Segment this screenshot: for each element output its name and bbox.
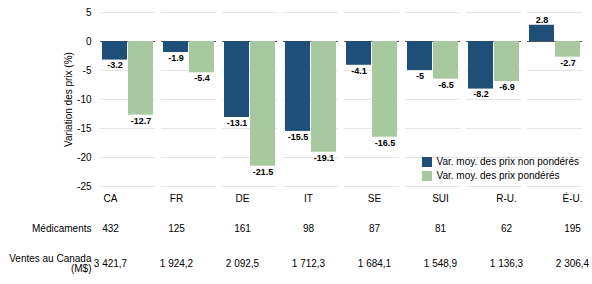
svg-text:1 136,3: 1 136,3 bbox=[490, 258, 524, 269]
svg-text:-12.7: -12.7 bbox=[131, 116, 152, 126]
svg-text:-19.1: -19.1 bbox=[314, 153, 335, 163]
svg-text:-10: -10 bbox=[77, 94, 92, 105]
html-text:Var. moy. des prix pondérés: Var. moy. des prix pondérés bbox=[436, 170, 560, 181]
svg-text:SE: SE bbox=[368, 193, 382, 204]
svg-text:81: 81 bbox=[435, 223, 447, 234]
svg-text:-6.9: -6.9 bbox=[499, 82, 515, 92]
svg-text:-16.5: -16.5 bbox=[375, 138, 396, 148]
svg-text:IT: IT bbox=[304, 193, 313, 204]
svg-text:-15.5: -15.5 bbox=[288, 132, 309, 142]
svg-text:-4.1: -4.1 bbox=[351, 66, 367, 76]
svg-text:1 924,2: 1 924,2 bbox=[160, 258, 194, 269]
svg-text:-15: -15 bbox=[77, 123, 92, 134]
svg-text:FR: FR bbox=[170, 193, 183, 204]
svg-text:Médicaments: Médicaments bbox=[32, 223, 91, 234]
svg-text:195: 195 bbox=[564, 223, 581, 234]
svg-text:87: 87 bbox=[369, 223, 381, 234]
svg-text:98: 98 bbox=[303, 223, 315, 234]
svg-text:2.8: 2.8 bbox=[536, 15, 549, 25]
html-text:Var. moy. des prix non pondéré: Var. moy. des prix non pondérés bbox=[436, 156, 579, 167]
svg-text:-2.7: -2.7 bbox=[560, 58, 576, 68]
svg-text:DE: DE bbox=[236, 193, 250, 204]
svg-text:-5: -5 bbox=[83, 65, 92, 76]
svg-text:-21.5: -21.5 bbox=[253, 167, 274, 177]
svg-text:-20: -20 bbox=[77, 152, 92, 163]
svg-text:-13.1: -13.1 bbox=[227, 118, 248, 128]
svg-text:432: 432 bbox=[102, 223, 119, 234]
svg-text:2 092,5: 2 092,5 bbox=[226, 258, 260, 269]
svg-text:-25: -25 bbox=[77, 181, 92, 190]
svg-text:161: 161 bbox=[234, 223, 251, 234]
svg-text:125: 125 bbox=[168, 223, 185, 234]
svg-text:1 712,3: 1 712,3 bbox=[292, 258, 326, 269]
svg-text:0: 0 bbox=[86, 36, 92, 47]
svg-text:5: 5 bbox=[86, 7, 92, 18]
svg-text:-3.2: -3.2 bbox=[107, 60, 123, 70]
svg-text:É-U.: É-U. bbox=[563, 192, 583, 204]
svg-text:-5.4: -5.4 bbox=[194, 73, 210, 83]
svg-text:1 684,1: 1 684,1 bbox=[358, 258, 392, 269]
svg-text:1 548,9: 1 548,9 bbox=[424, 258, 458, 269]
svg-text:-1.9: -1.9 bbox=[168, 53, 184, 63]
svg-text:3 421,7: 3 421,7 bbox=[94, 258, 128, 269]
svg-text:SUI: SUI bbox=[432, 193, 449, 204]
svg-text:CA: CA bbox=[104, 193, 118, 204]
svg-text:2 306,4: 2 306,4 bbox=[556, 258, 590, 269]
svg-text:R-U.: R-U. bbox=[496, 193, 517, 204]
svg-text:Variation des prix (%): Variation des prix (%) bbox=[63, 52, 74, 147]
svg-text:-5: -5 bbox=[416, 71, 424, 81]
svg-text:62: 62 bbox=[501, 223, 513, 234]
svg-text:-6.5: -6.5 bbox=[438, 80, 454, 90]
svg-text:Ventes au Canada(M$): Ventes au Canada(M$) bbox=[9, 253, 92, 274]
svg-text:-8.2: -8.2 bbox=[473, 89, 489, 99]
